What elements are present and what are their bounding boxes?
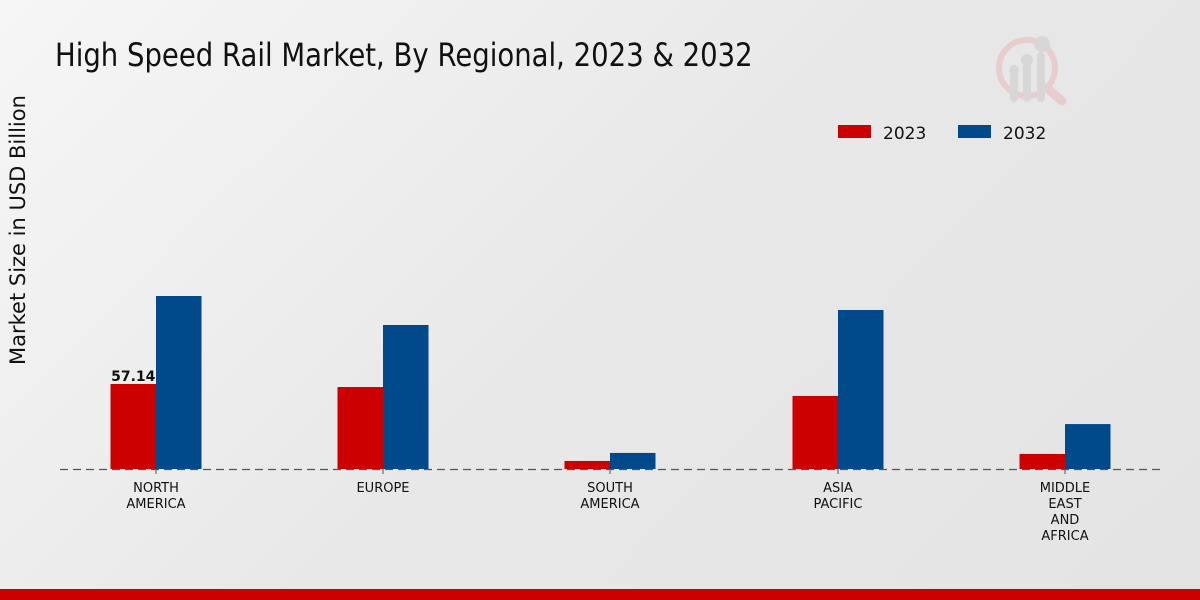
bar-2032-middle-east-and-africa [1065, 424, 1111, 469]
legend-swatch-2023 [838, 125, 871, 138]
bar-2023-middle-east-and-africa [1019, 453, 1065, 469]
legend-swatch-2032 [958, 125, 991, 138]
x-tick-label: EUROPE [356, 481, 409, 496]
x-tick-label: SOUTH AMERICA [580, 481, 639, 512]
bar-2023-europe [337, 387, 383, 469]
legend: 2023 2032 [838, 124, 1046, 144]
x-tick-label: ASIA PACIFIC [814, 481, 863, 512]
footer-accent-bar [0, 589, 1200, 600]
bar-2032-europe [383, 325, 429, 469]
chart-title: High Speed Rail Market, By Regional, 202… [55, 36, 753, 74]
data-label: 57.14 [111, 369, 156, 385]
bar-2023-south-america [564, 460, 610, 469]
x-tick-label: MIDDLE EAST AND AFRICA [1040, 481, 1091, 544]
bar-2032-asia-pacific [838, 309, 884, 469]
legend-label-2032: 2032 [1003, 124, 1046, 144]
legend-label-2023: 2023 [883, 124, 926, 144]
x-tick-label: NORTH AMERICA [126, 481, 185, 512]
bar-2023-asia-pacific [792, 395, 838, 469]
bar-2032-north-america [156, 295, 202, 469]
watermark-logo-icon [996, 36, 1067, 106]
bar-2023-north-america [110, 384, 156, 469]
bar-2032-south-america [610, 452, 656, 469]
